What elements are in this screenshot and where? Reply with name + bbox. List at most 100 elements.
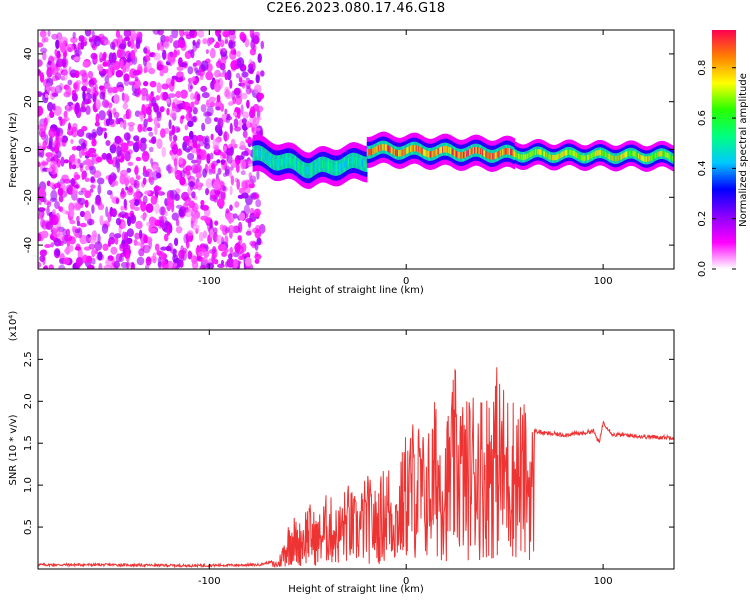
- heatmap-band-cell: [431, 151, 433, 158]
- heatmap-speckle: [67, 101, 74, 106]
- heatmap-band-cell: [268, 155, 271, 163]
- heatmap-speckle: [59, 132, 64, 142]
- heatmap-band-cell: [637, 152, 639, 159]
- heatmap-band-cell: [486, 151, 489, 159]
- heatmap-speckle: [91, 257, 96, 265]
- heatmap-speckle: [155, 95, 160, 101]
- heatmap-band-cell: [382, 143, 384, 151]
- heatmap-speckle: [38, 187, 45, 198]
- heatmap-speckle: [201, 257, 208, 264]
- heatmap-band-cell: [450, 147, 452, 154]
- heatmap-band-cell: [411, 145, 414, 152]
- heatmap-speckle: [118, 211, 127, 218]
- heatmap-speckle: [183, 31, 191, 36]
- heatmap-speckle: [229, 247, 233, 254]
- heatmap-band-cell: [496, 151, 499, 159]
- heatmap-speckle: [94, 90, 99, 96]
- heatmap-band-cell: [595, 151, 597, 157]
- heatmap-speckle: [255, 74, 260, 84]
- heatmap-speckle: [70, 36, 78, 44]
- heatmap-speckle: [220, 49, 224, 57]
- heatmap-speckle: [58, 240, 64, 246]
- heatmap-speckle: [260, 40, 265, 50]
- heatmap-band-cell: [291, 157, 293, 165]
- heatmap-band-cell: [507, 148, 509, 155]
- heatmap-band-cell: [619, 155, 621, 161]
- heatmap-speckle: [65, 85, 72, 96]
- heatmap-speckle: [217, 167, 222, 175]
- heatmap-band-cell: [489, 152, 491, 160]
- heatmap-speckle: [109, 65, 115, 73]
- heatmap-speckle: [175, 226, 183, 234]
- heatmap-speckle: [240, 170, 246, 176]
- heatmap-band-cell: [481, 148, 483, 156]
- heatmap-speckle: [254, 258, 260, 264]
- heatmap-speckle: [55, 52, 62, 59]
- heatmap-speckle: [61, 69, 68, 81]
- heatmap-band-cell: [657, 151, 660, 157]
- heatmap-speckle: [39, 249, 47, 257]
- heatmap-band-cell: [650, 155, 653, 161]
- heatmap-speckle: [242, 130, 248, 138]
- heatmap-band-cell: [439, 147, 441, 154]
- heatmap-speckle: [145, 106, 152, 115]
- heatmap-band-cell: [476, 146, 478, 154]
- heatmap-speckle: [234, 242, 241, 253]
- heatmap-band-cell: [265, 152, 267, 161]
- heatmap-band-cell: [319, 160, 322, 169]
- heatmap-speckle: [141, 150, 150, 162]
- heatmap-speckle: [79, 162, 84, 168]
- heatmap-speckle: [165, 98, 171, 104]
- heatmap-band-cell: [592, 152, 595, 158]
- heatmap-band-cell: [663, 151, 665, 157]
- heatmap-speckle: [104, 75, 110, 84]
- heatmap-speckle: [91, 138, 97, 147]
- heatmap-band-cell: [509, 148, 511, 155]
- heatmap-speckle: [113, 260, 121, 269]
- heatmap-band-cell: [480, 148, 483, 155]
- heatmap-band-cell: [578, 153, 580, 159]
- heatmap-speckle: [197, 69, 205, 77]
- bottom-x-tick-label: -100: [198, 576, 221, 587]
- heatmap-speckle: [78, 148, 83, 159]
- bottom-y-axis-label: SNR (10 * v/v): [8, 414, 19, 485]
- heatmap-band-cell: [299, 163, 302, 171]
- heatmap-speckle: [38, 70, 42, 75]
- heatmap-speckle: [75, 80, 82, 85]
- heatmap-speckle: [133, 199, 140, 207]
- heatmap-band-cell: [291, 157, 294, 166]
- heatmap-speckle: [119, 121, 124, 128]
- heatmap-band-cell: [263, 151, 265, 159]
- heatmap-band-cell: [580, 154, 583, 161]
- heatmap-band-cell: [485, 150, 487, 158]
- heatmap-band-cell: [389, 146, 391, 153]
- heatmap-band-cell: [623, 152, 626, 158]
- heatmap-band-cell: [438, 147, 440, 155]
- heatmap-band-cell: [539, 149, 542, 155]
- heatmap-speckle: [217, 117, 224, 129]
- heatmap-band-cell: [320, 160, 322, 169]
- heatmap-speckle: [119, 243, 126, 249]
- heatmap-band-cell: [642, 155, 645, 162]
- heatmap-speckle: [185, 200, 190, 206]
- heatmap-speckle: [108, 52, 115, 63]
- heatmap-speckle: [220, 56, 227, 65]
- heatmap-speckle: [248, 182, 255, 189]
- heatmap-band-cell: [544, 151, 546, 157]
- heatmap-band-cell: [293, 158, 296, 167]
- heatmap-band-cell: [666, 152, 669, 158]
- heatmap-band-cell: [495, 152, 498, 159]
- heatmap-band-cell: [445, 146, 448, 153]
- heatmap-band-cell: [535, 149, 537, 155]
- heatmap-speckle: [76, 220, 81, 227]
- heatmap-band-cell: [430, 151, 432, 158]
- heatmap-band-cell: [561, 152, 563, 158]
- heatmap-speckle: [218, 73, 226, 78]
- heatmap-speckle: [120, 193, 125, 200]
- heatmap-speckle: [237, 221, 243, 233]
- heatmap-speckle: [223, 145, 227, 152]
- heatmap-band-cell: [335, 164, 338, 172]
- heatmap-speckle: [97, 184, 102, 195]
- heatmap-band-cell: [551, 154, 553, 161]
- heatmap-band-cell: [579, 154, 582, 160]
